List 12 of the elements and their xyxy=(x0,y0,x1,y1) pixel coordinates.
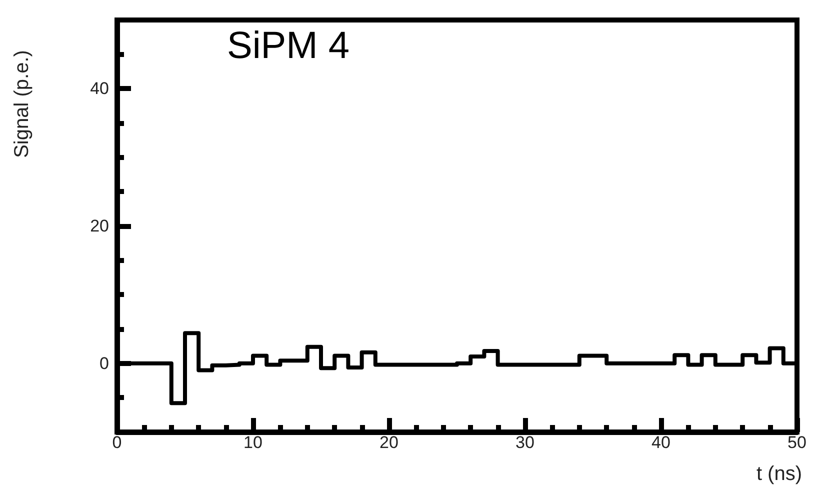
y-tick-label: 40 xyxy=(90,79,109,98)
chart-title: SiPM 4 xyxy=(227,25,350,67)
x-axis-title: t (ns) xyxy=(756,463,802,485)
x-tick-label: 40 xyxy=(652,433,670,452)
y-tick-label: 0 xyxy=(100,354,109,373)
y-axis-title: Signal (p.e.) xyxy=(11,50,33,158)
x-tick-label: 10 xyxy=(244,433,262,452)
x-tick-label: 0 xyxy=(112,433,122,452)
x-tick-label: 30 xyxy=(516,433,534,452)
y-tick-label: 20 xyxy=(90,216,109,236)
x-tick-label: 20 xyxy=(380,433,398,452)
x-tick-label: 50 xyxy=(788,433,806,452)
